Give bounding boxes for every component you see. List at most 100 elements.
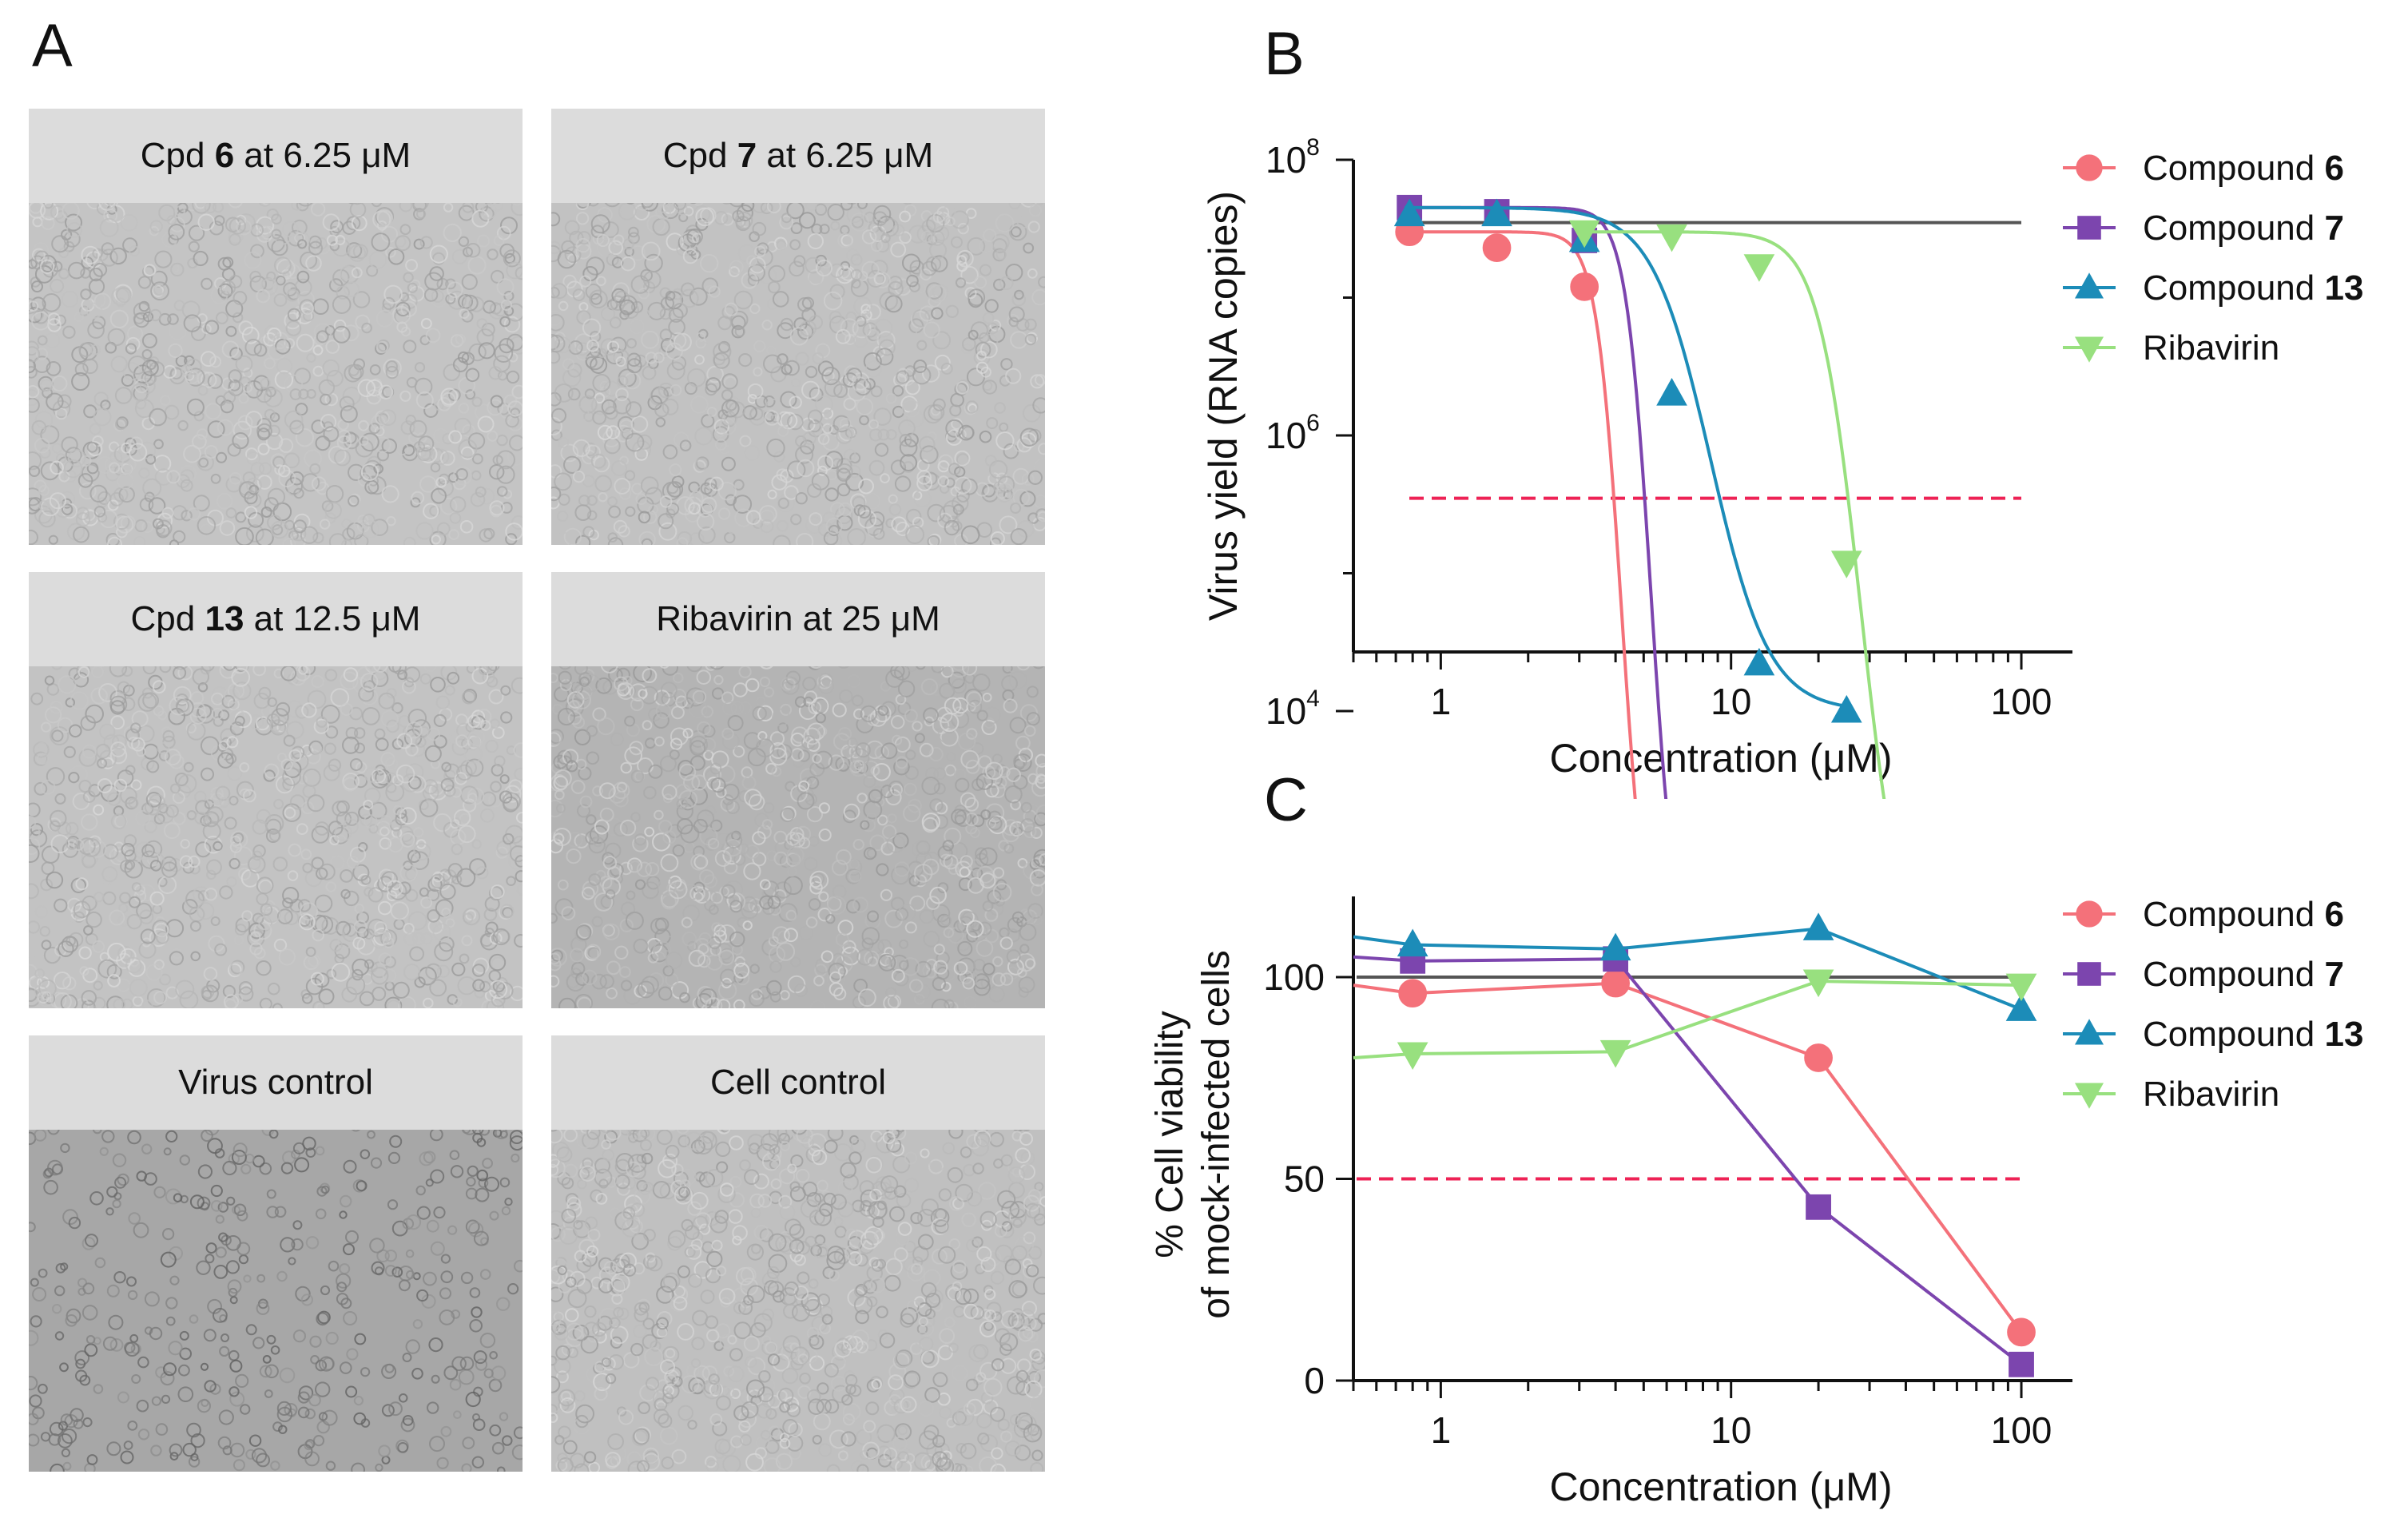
legend-label: Compound 7 (2143, 209, 2344, 248)
legend-marker (2077, 962, 2101, 986)
micrograph-caption: Cpd 7 at 6.25 μM (551, 109, 1045, 203)
data-point (1601, 968, 1630, 998)
legend-item: Compound 7 (2063, 209, 2344, 248)
micrograph-caption: Virus control (29, 1035, 523, 1130)
data-point (1802, 969, 1834, 998)
legend-marker (2074, 272, 2104, 299)
legend-label: Compound 13 (2143, 1015, 2363, 1054)
x-axis-label: Concentration (μM) (1550, 736, 1893, 781)
cell-texture (29, 1119, 523, 1472)
data-point (2005, 973, 2037, 1002)
micrograph-caption: Cell control (551, 1035, 1045, 1130)
axes-C: 1 10 100 Concentration (μM) (1352, 896, 2072, 1509)
legend-label: Compound 7 (2143, 955, 2344, 994)
y-ticks-C: 0 50 100 (1263, 956, 1353, 1401)
fit-curve (1405, 230, 1637, 799)
x-tick-label: 10 (1711, 681, 1751, 722)
micrograph-caption: Ribavirin at 25 μM (551, 572, 1045, 666)
series-13 (1353, 912, 2037, 1021)
legend-marker (2074, 336, 2104, 363)
data-point (1743, 647, 1775, 676)
y-tick-label: 106 (1266, 410, 1320, 456)
series-6 (1353, 968, 2036, 1347)
legend-B: Compound 6 Compound 7 Compound 13 Ribavirin (2063, 149, 2363, 368)
y-tick-label: 100 (1263, 956, 1325, 998)
y-tick-label: 0 (1304, 1360, 1325, 1401)
series-line (1353, 981, 2023, 1333)
y-axis-label-line1: % Cell viability (1149, 1011, 1191, 1258)
legend-marker (2076, 900, 2103, 928)
y-tick-label: 104 (1266, 686, 1320, 732)
x-tick-label: 1 (1431, 1409, 1452, 1451)
micrograph-caption: Cpd 6 at 6.25 μM (29, 109, 523, 203)
panel-label-b: B (1264, 20, 1305, 88)
data-point (1804, 1043, 1833, 1072)
legend-item: Compound 6 (2063, 149, 2344, 188)
legend-item: Compound 7 (2063, 955, 2344, 994)
data-point (1393, 198, 1425, 227)
legend-marker (2076, 154, 2103, 181)
data-point (2009, 1351, 2034, 1377)
micrograph-3: Cpd 13 at 12.5 μM (29, 572, 523, 1008)
legend-label: Compound 6 (2143, 895, 2344, 934)
legend-item: Compound 13 (2063, 268, 2363, 308)
cell-texture (29, 188, 523, 545)
panel-label-a: A (32, 12, 73, 80)
legend-label: Compound 6 (2143, 149, 2344, 188)
legend-label: Compound 13 (2143, 268, 2363, 308)
series-line (1353, 955, 2023, 1366)
legend-C: Compound 6 Compound 7 Compound 13 Ribavirin (2063, 895, 2363, 1114)
micrograph-4: Ribavirin at 25 μM (551, 572, 1045, 1008)
series-ribavirin (1568, 220, 1886, 799)
micrograph-2: Cpd 7 at 6.25 μM (551, 109, 1045, 545)
series-6 (1395, 217, 1637, 799)
y-axis-label: Virus yield (RNA copies) (1201, 191, 1246, 621)
data-point (1830, 550, 1862, 578)
data-point (1743, 254, 1775, 282)
data-point (1806, 1194, 1831, 1220)
y-tick-label: 50 (1284, 1158, 1325, 1200)
data-point (1398, 979, 1428, 1008)
data-point (1656, 378, 1687, 406)
micrograph-5: Virus control (29, 1035, 523, 1472)
data-point (1568, 220, 1600, 248)
data-point (1482, 233, 1512, 262)
panel-label-c: C (1264, 766, 1308, 834)
legend-marker (2074, 1083, 2104, 1109)
data-point (1397, 928, 1429, 957)
legend-label: Ribavirin (2143, 328, 2279, 368)
data-point (1830, 694, 1862, 723)
axes-B: 1 10 100 Concentration (μM) (1352, 160, 2072, 781)
cell-texture (551, 188, 1045, 545)
legend-marker (2077, 216, 2101, 240)
micrograph-1: Cpd 6 at 6.25 μM (29, 109, 523, 545)
data-point (2005, 993, 2037, 1021)
series-ribavirin (1353, 969, 2037, 1071)
data-point (1570, 272, 1599, 301)
series-line (1353, 927, 2022, 1011)
y-ticks-B: 102104106108 (1266, 134, 1353, 732)
data-point (2007, 1317, 2036, 1347)
legend-item: Compound 6 (2063, 895, 2344, 934)
cell-texture (29, 651, 523, 1008)
data-point (1599, 932, 1631, 961)
legend-item: Compound 13 (2063, 1015, 2363, 1054)
legend-item: Ribavirin (2063, 1075, 2279, 1114)
micrograph-6: Cell control (551, 1035, 1045, 1472)
x-tick-label: 100 (1991, 681, 2052, 722)
x-tick-label: 10 (1711, 1409, 1751, 1451)
data-point (1599, 1039, 1631, 1068)
legend-item: Ribavirin (2063, 328, 2279, 368)
data-point (1802, 912, 1834, 940)
series-13 (1393, 198, 1862, 723)
data-point (1481, 198, 1512, 227)
x-tick-label: 100 (1991, 1409, 2052, 1451)
micrograph-caption: Cpd 13 at 12.5 μM (29, 572, 523, 666)
fit-curve (1405, 205, 1847, 708)
y-tick-label: 108 (1266, 134, 1320, 181)
legend-label: Ribavirin (2143, 1075, 2279, 1114)
data-point (1656, 224, 1687, 252)
x-axis-label: Concentration (μM) (1550, 1464, 1893, 1509)
legend-marker (2074, 1019, 2104, 1045)
